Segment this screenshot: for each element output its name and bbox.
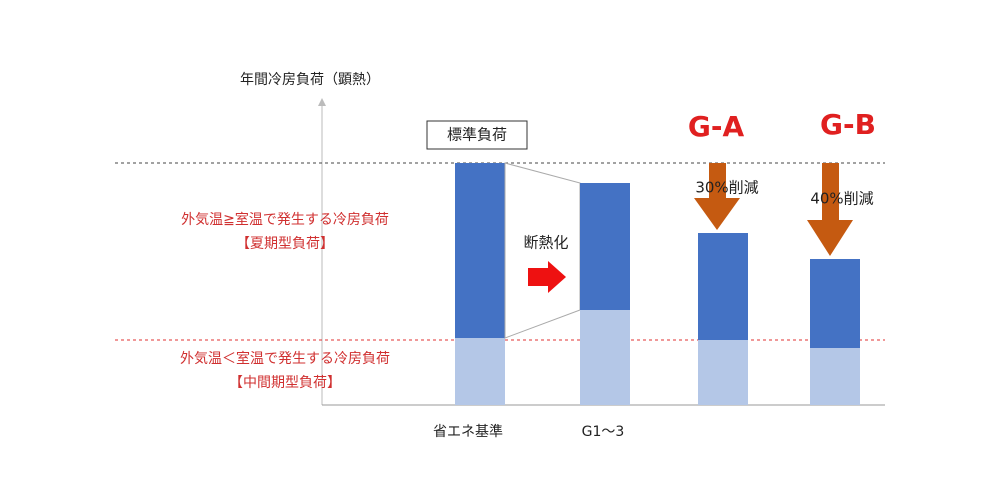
standard-label: 標準負荷 xyxy=(447,126,507,144)
bar-summer xyxy=(455,163,505,338)
intermediate-description: 外気温＜室温で発生する冷房負荷 xyxy=(180,350,390,367)
group-title: G-B xyxy=(820,108,876,141)
reduction-arrow xyxy=(694,163,740,230)
reduction-arrow xyxy=(807,163,853,256)
bar-intermediate xyxy=(698,340,748,405)
category-label: G1～3 xyxy=(582,424,625,440)
bar-intermediate xyxy=(810,348,860,405)
axis-title: 年間冷房負荷（顕熱） xyxy=(240,72,380,88)
insulation-arrow xyxy=(528,261,566,293)
insulation-label: 断熱化 xyxy=(523,234,568,252)
bar-intermediate xyxy=(580,310,630,405)
bar-summer xyxy=(810,259,860,348)
axis-arrow xyxy=(318,98,326,106)
group-title: G-A xyxy=(688,110,745,143)
intermediate-label: 【中間期型負荷】 xyxy=(229,375,341,391)
bar-intermediate xyxy=(455,338,505,405)
standard-box xyxy=(426,120,528,150)
summer-label: 【夏期型負荷】 xyxy=(236,236,334,252)
bar-summer xyxy=(580,183,630,310)
reduction-label: 40%削減 xyxy=(810,190,873,208)
reduction-label: 30%削減 xyxy=(695,179,758,197)
summer-description: 外気温≧室温で発生する冷房負荷 xyxy=(181,211,389,228)
category-label: 省エネ基準 xyxy=(433,423,503,440)
bar-summer xyxy=(698,233,748,340)
